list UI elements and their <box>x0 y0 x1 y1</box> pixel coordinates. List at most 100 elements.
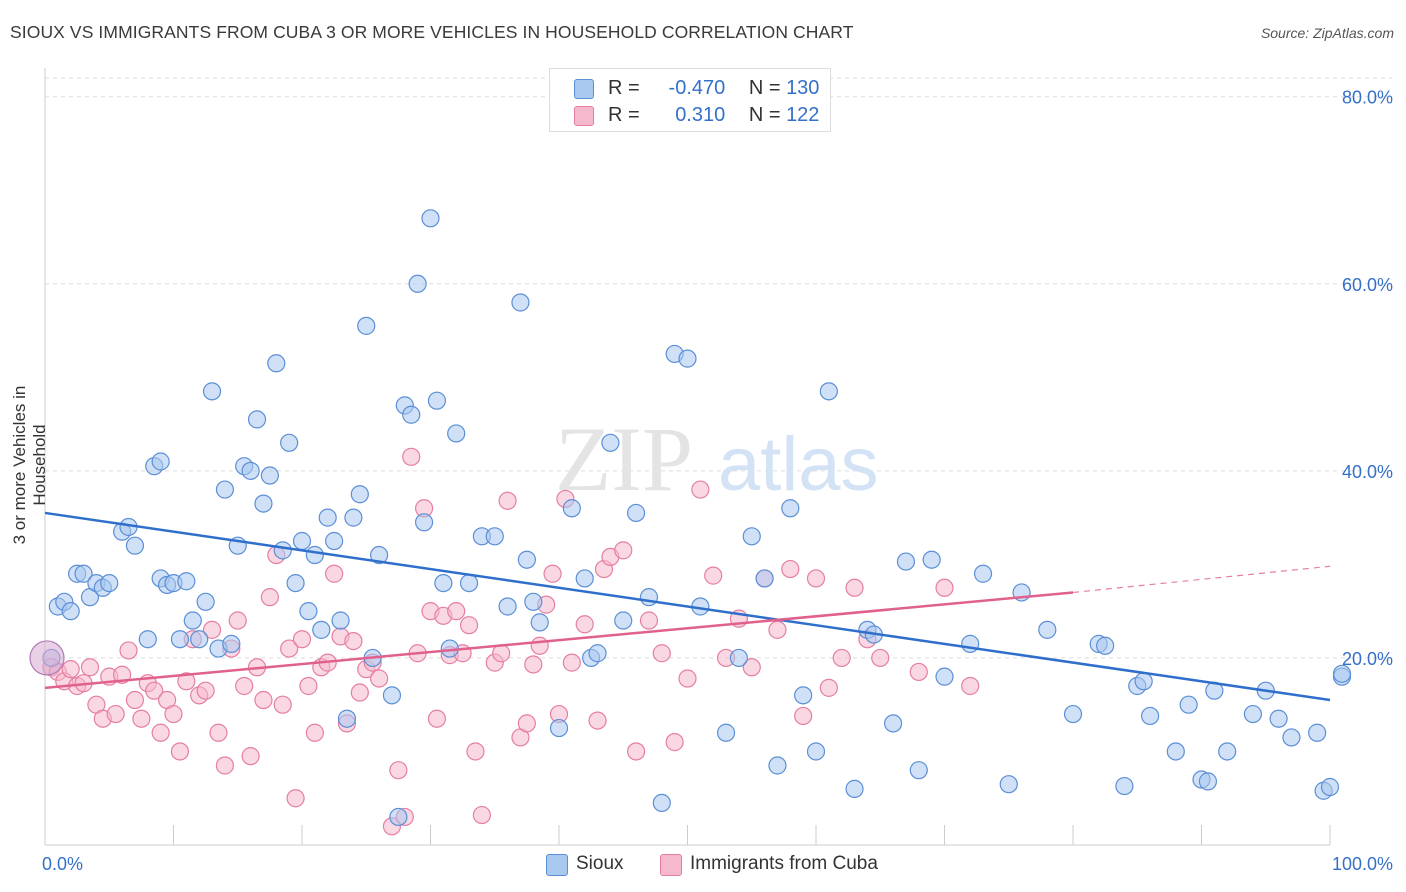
cuba-point <box>427 709 447 728</box>
cuba-point <box>614 541 633 560</box>
cuba-trend-extension <box>1072 565 1331 594</box>
sioux-point <box>909 761 928 780</box>
cuba-point <box>389 761 408 780</box>
x-tick-label: 100.0% <box>1332 854 1393 874</box>
sioux-point <box>190 630 209 649</box>
cuba-point <box>325 564 344 583</box>
legend-r-value-sioux: -0.470 <box>668 77 726 99</box>
sioux-point <box>639 588 659 607</box>
cuba-point <box>562 653 581 672</box>
sioux-point <box>183 611 202 630</box>
sioux-point <box>549 718 569 738</box>
sioux-point <box>447 424 466 443</box>
bottom-legend-label-cuba: Immigrants from Cuba <box>690 853 878 874</box>
sioux-point <box>196 592 215 611</box>
sioux-point <box>286 573 305 593</box>
legend-r-value-cuba: 0.310 <box>675 104 726 126</box>
cuba-point <box>768 620 787 639</box>
cuba-point <box>498 491 517 510</box>
origin-cluster-point <box>29 640 65 676</box>
sioux-point <box>292 531 312 551</box>
sioux-point <box>562 499 581 518</box>
sioux-point <box>517 550 536 569</box>
cuba-point <box>61 660 80 679</box>
cuba-point <box>273 695 292 714</box>
sioux-point <box>845 779 864 798</box>
sioux-point <box>614 611 633 630</box>
sioux-point <box>125 536 145 555</box>
sioux-point <box>1038 620 1057 639</box>
series-sioux-points <box>29 209 1352 827</box>
sioux-point <box>498 597 517 616</box>
cuba-point <box>832 648 851 668</box>
y-tick-label: 40.0% <box>1342 462 1393 482</box>
sioux-point <box>421 209 440 228</box>
sioux-point <box>806 742 826 761</box>
cuba-trend-line <box>44 591 1074 690</box>
cuba-point <box>151 723 170 742</box>
sioux-point <box>588 644 607 663</box>
legend-r-label: R = <box>608 77 640 99</box>
cuba-point <box>125 690 145 710</box>
cuba-point <box>588 711 607 730</box>
sioux-point <box>883 714 903 733</box>
sioux-point <box>170 630 190 649</box>
sioux-point <box>1134 672 1153 691</box>
cuba-point <box>280 639 299 658</box>
cuba-point <box>459 616 479 635</box>
cuba-point <box>402 447 421 466</box>
source-credit: Source: ZipAtlas.com <box>1260 25 1394 41</box>
sioux-point <box>1308 723 1327 742</box>
cuba-point <box>305 723 324 742</box>
sioux-point <box>1179 695 1198 714</box>
sioux-point <box>1063 704 1083 724</box>
cuba-point <box>209 723 228 742</box>
sioux-point <box>337 709 357 728</box>
sioux-point <box>370 545 389 565</box>
cuba-point <box>344 631 363 651</box>
sioux-point <box>819 382 838 401</box>
sioux-point <box>61 602 80 621</box>
cuba-point <box>935 578 954 597</box>
cuba-point <box>871 648 890 668</box>
legend-n-label: N = <box>748 104 781 126</box>
sioux-point <box>74 564 93 583</box>
cuba-point <box>202 620 222 639</box>
sioux-point <box>222 634 241 653</box>
sioux-point <box>247 410 267 429</box>
cuba-point <box>806 569 826 588</box>
cuba-point <box>678 669 697 688</box>
cuba-point <box>530 636 549 655</box>
cuba-point <box>170 742 190 761</box>
cuba-point <box>524 655 543 674</box>
sioux-trend-line <box>44 511 1331 702</box>
sioux-point <box>151 452 170 471</box>
cuba-point <box>112 665 132 684</box>
y-tick-label: 20.0% <box>1342 649 1393 669</box>
sioux-point <box>299 602 318 621</box>
sioux-point <box>794 686 813 705</box>
sioux-point <box>961 634 980 653</box>
cuba-point <box>466 742 485 761</box>
legend-swatch-sioux <box>574 79 594 99</box>
cuba-point <box>909 662 928 682</box>
cuba-point <box>447 602 466 621</box>
legend-n-label: N = <box>748 77 781 99</box>
sioux-point <box>280 433 299 452</box>
cuba-point <box>235 676 254 696</box>
cuba-point <box>241 747 260 766</box>
sioux-point <box>1096 636 1115 655</box>
sioux-point <box>575 569 594 588</box>
sioux-point <box>1243 704 1263 724</box>
sioux-point <box>768 756 787 775</box>
cuba-point <box>106 704 125 724</box>
sioux-point <box>485 527 504 546</box>
watermark-atlas: atlas <box>718 422 879 507</box>
sioux-point <box>1166 742 1185 761</box>
sioux-point <box>626 503 646 523</box>
sioux-point <box>325 531 344 551</box>
cuba-point <box>132 709 151 728</box>
sioux-point <box>459 573 479 593</box>
cuba-point <box>260 588 279 607</box>
